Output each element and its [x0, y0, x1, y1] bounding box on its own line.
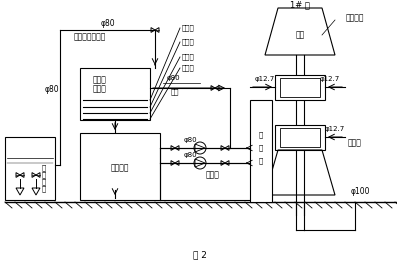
Text: φ80: φ80 [45, 85, 59, 94]
Text: 水: 水 [259, 145, 263, 151]
Text: 中碎层: 中碎层 [182, 25, 195, 31]
Bar [275, 75, 325, 100]
Text: 简易砂: 简易砂 [93, 75, 107, 84]
Text: φ80: φ80 [101, 18, 115, 28]
Text: φ12.7: φ12.7 [325, 126, 345, 132]
Text: 池: 池 [42, 186, 46, 192]
Bar [280, 128, 320, 147]
Bar [5, 137, 55, 200]
Text: 后: 后 [42, 179, 46, 185]
Text: 小碎层: 小碎层 [182, 39, 195, 45]
Text: 站: 站 [42, 172, 46, 178]
Text: 图 2: 图 2 [193, 250, 207, 260]
Bar [280, 78, 320, 97]
Text: 滤装置: 滤装置 [93, 84, 107, 94]
Text: 细砂层: 细砂层 [182, 65, 195, 71]
Text: φ12.7: φ12.7 [320, 76, 340, 82]
Text: 自来水（备用）: 自来水（备用） [74, 33, 106, 42]
Bar [80, 133, 160, 200]
Text: 推力轴承: 推力轴承 [346, 13, 364, 23]
Text: 回: 回 [259, 132, 263, 138]
Text: 1# 泵: 1# 泵 [290, 1, 310, 9]
Text: 软管: 软管 [171, 89, 179, 95]
Text: 循环水箱: 循环水箱 [111, 164, 129, 173]
Text: 填料函: 填料函 [348, 139, 362, 148]
Text: 梨: 梨 [42, 165, 46, 171]
Text: 管: 管 [259, 158, 263, 164]
Text: 电机: 电机 [295, 31, 304, 39]
Text: φ80: φ80 [166, 75, 180, 81]
Bar [250, 100, 272, 202]
Text: φ80: φ80 [183, 137, 197, 143]
Text: 粗砂层: 粗砂层 [182, 54, 195, 60]
Text: φ12.7: φ12.7 [255, 76, 275, 82]
Bar [80, 68, 150, 120]
Text: φ80: φ80 [183, 152, 197, 158]
Text: φ100: φ100 [350, 188, 370, 196]
Text: 回收水: 回收水 [206, 170, 220, 180]
Bar [275, 125, 325, 150]
